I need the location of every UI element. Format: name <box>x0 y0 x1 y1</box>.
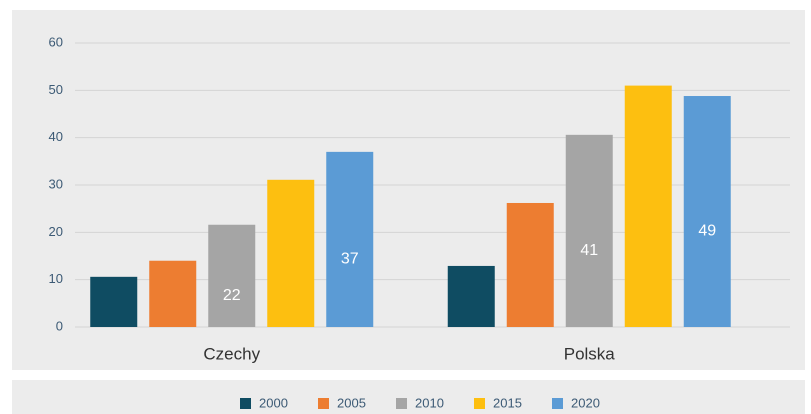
value-label: 37 <box>341 251 359 268</box>
bar <box>267 179 315 327</box>
y-tick-label: 50 <box>49 82 63 97</box>
y-tick-label: 60 <box>49 34 63 49</box>
legend-swatch <box>396 398 407 409</box>
y-tick-label: 40 <box>49 129 63 144</box>
bar <box>447 265 495 327</box>
legend-background <box>12 380 805 414</box>
bar <box>565 134 613 327</box>
legend-label: 2005 <box>337 395 366 410</box>
bar <box>326 151 374 327</box>
bar <box>149 260 197 327</box>
bar <box>90 276 138 327</box>
value-label: 41 <box>580 242 598 259</box>
legend-swatch <box>240 398 251 409</box>
bar <box>683 96 731 327</box>
x-tick-label: Polska <box>564 344 616 363</box>
legend-label: 2000 <box>259 395 288 410</box>
y-tick-label: 10 <box>49 271 63 286</box>
legend-swatch <box>474 398 485 409</box>
value-label: 22 <box>223 287 241 304</box>
legend-swatch <box>552 398 563 409</box>
bar <box>208 224 256 327</box>
legend-label: 2010 <box>415 395 444 410</box>
legend-swatch <box>318 398 329 409</box>
plot-background <box>12 10 805 370</box>
y-tick-label: 0 <box>56 318 63 333</box>
value-label: 49 <box>698 223 716 240</box>
y-tick-label: 30 <box>49 176 63 191</box>
x-tick-label: Czechy <box>203 344 260 363</box>
y-tick-label: 20 <box>49 224 63 239</box>
legend-label: 2015 <box>493 395 522 410</box>
legend-label: 2020 <box>571 395 600 410</box>
bar <box>506 202 554 327</box>
bar <box>624 85 672 327</box>
